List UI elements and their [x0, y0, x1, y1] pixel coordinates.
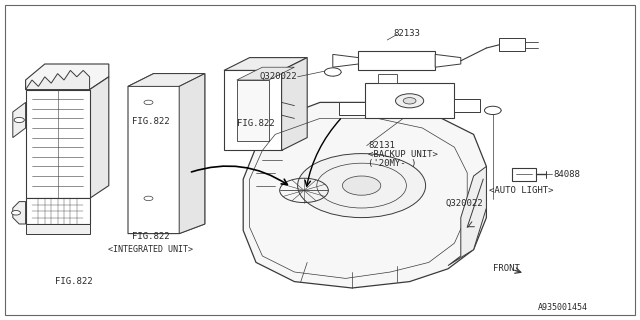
Polygon shape	[499, 38, 525, 51]
Text: ('20MY- ): ('20MY- )	[368, 159, 417, 168]
Polygon shape	[365, 83, 454, 118]
Text: FIG.822: FIG.822	[132, 232, 169, 241]
Polygon shape	[26, 64, 109, 90]
Polygon shape	[13, 202, 26, 224]
Polygon shape	[13, 102, 26, 138]
Circle shape	[403, 98, 416, 104]
Polygon shape	[282, 58, 307, 150]
Polygon shape	[454, 99, 480, 112]
Circle shape	[324, 68, 341, 76]
Text: 82131: 82131	[368, 141, 395, 150]
Polygon shape	[26, 198, 90, 224]
Text: FIG.822: FIG.822	[55, 277, 92, 286]
Text: FRONT: FRONT	[493, 264, 520, 273]
Polygon shape	[243, 102, 486, 288]
Polygon shape	[26, 90, 90, 198]
Polygon shape	[224, 58, 307, 70]
Polygon shape	[128, 74, 205, 234]
Text: <INTEGRATED UNIT>: <INTEGRATED UNIT>	[108, 245, 193, 254]
Circle shape	[484, 106, 501, 115]
Polygon shape	[26, 70, 90, 90]
Text: 82133: 82133	[393, 29, 420, 38]
Polygon shape	[448, 166, 486, 266]
Polygon shape	[237, 80, 269, 141]
Polygon shape	[339, 102, 365, 115]
Circle shape	[342, 176, 381, 195]
Text: <BACKUP UNIT>: <BACKUP UNIT>	[368, 150, 438, 159]
Polygon shape	[358, 51, 435, 70]
Circle shape	[396, 94, 424, 108]
Polygon shape	[26, 224, 90, 234]
Text: 84088: 84088	[554, 170, 580, 179]
Circle shape	[14, 117, 24, 123]
Circle shape	[12, 211, 20, 215]
Polygon shape	[378, 74, 397, 83]
Polygon shape	[333, 54, 358, 67]
Circle shape	[298, 154, 426, 218]
Polygon shape	[128, 74, 205, 86]
Polygon shape	[90, 77, 109, 198]
Polygon shape	[237, 67, 294, 80]
Text: Q320022: Q320022	[260, 72, 297, 81]
Polygon shape	[179, 74, 205, 234]
Polygon shape	[512, 168, 536, 181]
Text: <AUTO LIGHT>: <AUTO LIGHT>	[490, 186, 554, 195]
Text: A935001454: A935001454	[538, 303, 588, 312]
Text: FIG.822: FIG.822	[132, 117, 169, 126]
Polygon shape	[224, 70, 282, 150]
Text: FIG.822: FIG.822	[237, 119, 275, 128]
Text: Q320022: Q320022	[445, 199, 483, 208]
Polygon shape	[435, 54, 461, 67]
